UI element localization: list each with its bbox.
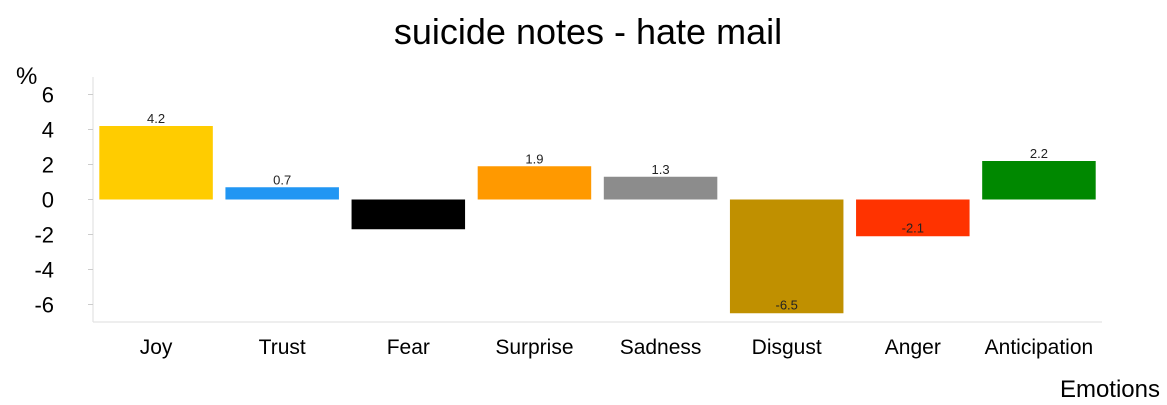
y-axis-label: % (16, 63, 37, 90)
bar-trust (225, 187, 339, 200)
x-tick-label: Anticipation (985, 336, 1094, 359)
y-tick-label: 0 (42, 188, 54, 213)
x-tick-label: Joy (140, 336, 173, 359)
x-tick-label: Fear (387, 336, 430, 359)
data-label-joy: 4.2 (147, 111, 165, 126)
y-tick-label: 6 (42, 83, 54, 108)
data-label-disgust: -6.5 (775, 297, 797, 312)
y-tick-label: -4 (34, 258, 54, 283)
x-tick-label: Sadness (620, 336, 702, 359)
bar-disgust (729, 199, 844, 314)
y-tick-label: -6 (34, 293, 54, 318)
x-tick-label: Disgust (752, 336, 822, 359)
bars (99, 126, 1096, 314)
data-label-sadness: 1.3 (652, 162, 670, 177)
data-label-surprise: 1.9 (525, 151, 543, 166)
x-tick-label: Surprise (495, 336, 573, 359)
y-tick-label: 4 (42, 118, 54, 143)
x-tick-label: Anger (885, 336, 941, 359)
chart-title: suicide notes - hate mail (394, 11, 782, 52)
bar-anger (856, 199, 970, 237)
bar-surprise (477, 166, 592, 200)
bar-sadness (603, 176, 718, 200)
data-label-trust: 0.7 (273, 172, 291, 187)
tick-labels: 6 4 2 0 -2 -4 -6 Joy Trust Fear Surprise Sadness Dis… (34, 83, 1093, 360)
x-tick-label: Trust (259, 336, 306, 359)
data-label-anger: -2.1 (902, 220, 924, 235)
x-axis-label: Emotions (1060, 376, 1160, 403)
bar-fear (351, 199, 466, 230)
bar-anticipation (982, 161, 1096, 200)
data-label-anticipation: 2.2 (1030, 146, 1048, 161)
data-labels: 4.2 0.7 1.9 1.3 -6.5 -2.1 2.2 (147, 111, 1048, 312)
bar-joy (99, 126, 213, 200)
axes (88, 77, 1102, 323)
y-tick-label: -2 (34, 223, 54, 248)
y-tick-label: 2 (42, 153, 54, 178)
